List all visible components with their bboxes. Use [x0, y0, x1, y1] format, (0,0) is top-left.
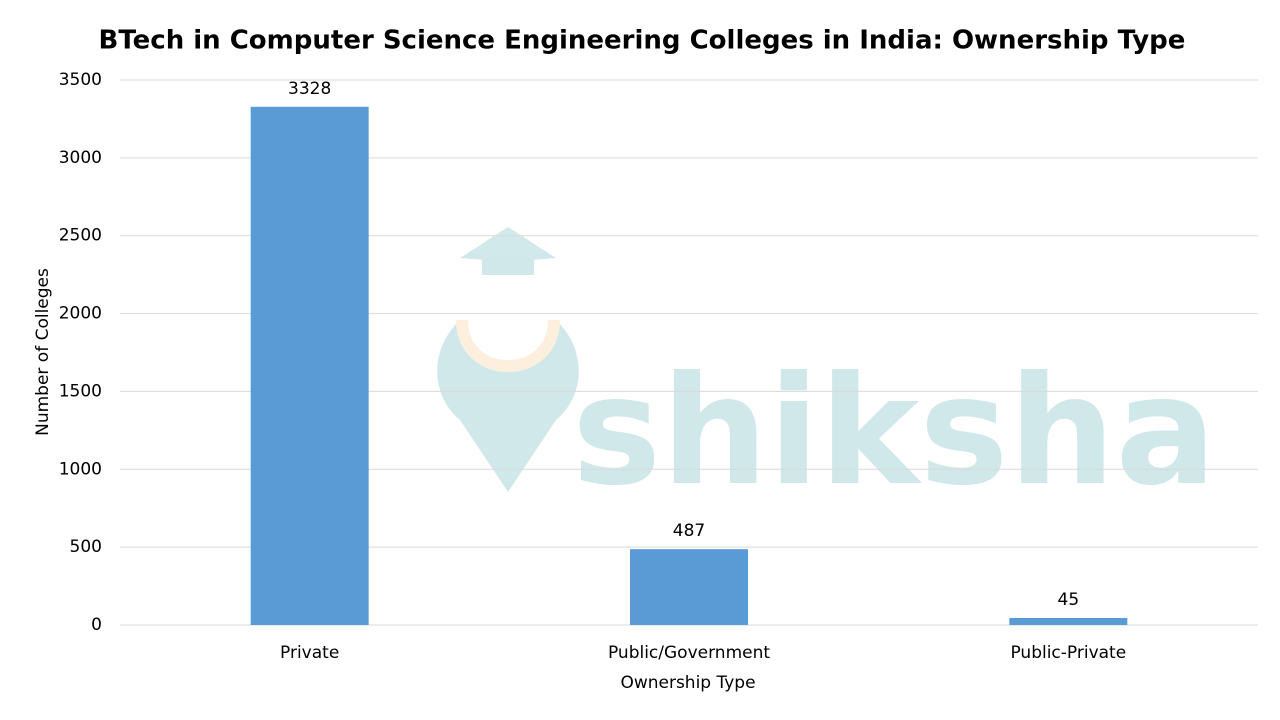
y-axis-title: Number of Colleges — [33, 268, 53, 436]
x-tick-label: Public/Government — [608, 643, 770, 663]
data-label: 3328 — [288, 79, 331, 99]
watermark-cap — [460, 227, 556, 262]
y-tick-label: 2500 — [59, 226, 102, 246]
x-tick-label: Private — [280, 643, 339, 663]
y-tick-label: 1000 — [59, 459, 102, 479]
y-tick-label: 3000 — [59, 148, 102, 168]
data-label: 45 — [1058, 590, 1080, 610]
y-tick-label: 1500 — [59, 381, 102, 401]
y-tick-label: 0 — [91, 615, 102, 635]
chart-title: BTech in Computer Science Engineering Co… — [99, 26, 1186, 56]
watermark-leaf — [437, 322, 579, 492]
y-tick-label: 3500 — [59, 70, 102, 90]
bar — [250, 106, 369, 626]
watermark-cap-base — [482, 258, 534, 275]
bar — [1009, 617, 1128, 625]
y-tick-label: 2000 — [59, 304, 102, 324]
watermark-text: shiksha — [572, 345, 1217, 519]
bar — [630, 549, 748, 625]
watermark: shiksha — [437, 227, 1217, 519]
data-label: 487 — [673, 521, 705, 541]
x-axis-title: Ownership Type — [620, 673, 755, 693]
y-tick-label: 500 — [70, 537, 102, 557]
x-tick-label: Public-Private — [1010, 643, 1126, 663]
watermark-arc — [456, 319, 560, 373]
